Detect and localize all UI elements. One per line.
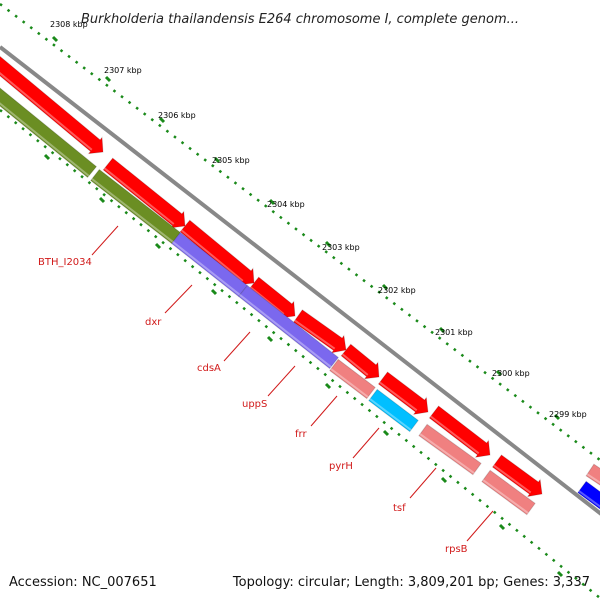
- inner-gene-bar-highlight: [91, 178, 174, 243]
- inner-strand-features: [0, 87, 600, 516]
- inner-major-tick: [324, 382, 332, 390]
- gene-label-pyrh: pyrH: [329, 461, 353, 472]
- inner-tick-marks: [43, 153, 564, 578]
- gene-label-dxr: dxr: [145, 317, 162, 328]
- major-tick: [438, 326, 446, 334]
- inner-gene-bar: [329, 358, 376, 400]
- outer-gene-arrow-highlight: [341, 353, 369, 376]
- outer-gene-arrow-highlight: [379, 381, 418, 412]
- inner-gene-bar-highlight: [239, 294, 332, 368]
- major-tick: [213, 156, 221, 164]
- inner-major-tick: [210, 288, 218, 296]
- major-tick: [495, 369, 503, 377]
- major-tick: [324, 240, 332, 248]
- scale-tick-label: 2303 kbp: [322, 243, 360, 252]
- inner-major-tick: [154, 242, 162, 250]
- genome-summary-label: Topology: circular; Length: 3,809,201 bp…: [232, 575, 590, 590]
- outer-gene-arrow-highlight: [249, 286, 285, 315]
- gene-label-bth-i2034: BTH_I2034: [38, 257, 92, 268]
- major-tick: [158, 116, 166, 124]
- scale-tick-label: 2300 kbp: [492, 369, 530, 378]
- gene-leader-line: [267, 365, 296, 397]
- outer-gene-arrow: [491, 454, 543, 498]
- scale-labels: 2308 kbp 2307 kbp 2306 kbp 2305 kbp 2304 kbp…: [50, 20, 587, 419]
- inner-major-tick: [98, 196, 106, 204]
- inner-gene-bar: [418, 423, 482, 476]
- major-tick: [381, 283, 389, 291]
- backbone-line: [0, 45, 600, 516]
- inner-gene-bar: [170, 231, 249, 298]
- outer-gene-arrow-highlight: [430, 415, 480, 455]
- gene-label-cdsa: cdsA: [197, 363, 221, 374]
- inner-gene-bar-highlight: [419, 433, 475, 474]
- scale-tick-label: 2299 kbp: [549, 410, 587, 419]
- inner-gene-bar-highlight: [369, 398, 412, 431]
- scale-tick-label: 2304 kbp: [267, 200, 305, 209]
- outer-gene-arrow-highlight: [103, 167, 175, 225]
- accession-label: Accession: NC_007651: [9, 575, 157, 590]
- gene-label-rpsb: rpsB: [445, 544, 468, 555]
- inner-gene-bar: [481, 469, 536, 516]
- gene-leader-line: [466, 510, 494, 542]
- inner-gene-bar-highlight: [0, 102, 90, 177]
- gene-leader-line: [310, 395, 338, 427]
- outer-gene-arrow-highlight: [493, 464, 532, 494]
- outer-gene-arrow-highlight: [0, 72, 93, 151]
- gene-leader-line: [409, 467, 437, 499]
- gene-label-frr: frr: [295, 429, 307, 440]
- inner-dotted-ring: [0, 109, 600, 599]
- major-tick: [104, 75, 112, 83]
- outer-gene-fragment: [585, 463, 600, 486]
- outer-strand-features: [0, 55, 600, 498]
- outer-gene-arrow: [292, 309, 347, 354]
- inner-gene-bar: [577, 480, 600, 510]
- inner-gene-bar: [90, 168, 181, 245]
- major-tick: [268, 198, 276, 206]
- outer-gene-arrow-highlight: [294, 319, 336, 350]
- inner-major-tick: [498, 523, 506, 531]
- gene-leader-line: [352, 427, 380, 459]
- inner-gene-bar-highlight: [172, 241, 241, 296]
- outer-gene-arrow: [102, 157, 186, 229]
- inner-gene-bar-highlight: [482, 479, 529, 514]
- inner-gene-bar: [237, 284, 340, 370]
- tick-marks: [51, 35, 561, 421]
- map-title: Burkholderia thailandensis E264 chromoso…: [81, 12, 519, 27]
- scale-tick-label: 2308 kbp: [50, 20, 88, 29]
- inner-major-tick: [440, 476, 448, 484]
- inner-gene-bar: [368, 388, 419, 433]
- gene-label-upps: uppS: [242, 399, 267, 410]
- scale-tick-label: 2305 kbp: [212, 156, 250, 165]
- scale-tick-label: 2306 kbp: [158, 111, 196, 120]
- inner-major-tick: [382, 429, 390, 437]
- outer-gene-arrow: [428, 405, 491, 458]
- gene-leader-line: [223, 331, 251, 362]
- inner-major-tick: [43, 153, 51, 161]
- scale-tick-label: 2302 kbp: [378, 286, 416, 295]
- inner-gene-bar-highlight: [578, 490, 600, 508]
- outer-gene-arrow: [377, 371, 429, 416]
- outer-gene-arrow-highlight: [180, 229, 244, 282]
- gene-leader-line: [91, 225, 119, 256]
- inner-gene-bar: [0, 87, 98, 179]
- major-tick: [51, 35, 59, 43]
- scale-tick-label: 2307 kbp: [104, 66, 142, 75]
- major-tick: [553, 413, 561, 421]
- scale-tick-label: 2301 kbp: [435, 328, 473, 337]
- outer-gene-arrow: [0, 55, 104, 155]
- inner-major-tick: [266, 335, 274, 343]
- inner-major-tick: [556, 570, 564, 578]
- gene-leader-line: [164, 284, 193, 314]
- inner-gene-bar-highlight: [330, 368, 369, 398]
- outer-dotted-ring: [0, 3, 600, 461]
- outer-gene-arrow: [340, 343, 380, 380]
- gene-label-tsf: tsf: [393, 503, 406, 514]
